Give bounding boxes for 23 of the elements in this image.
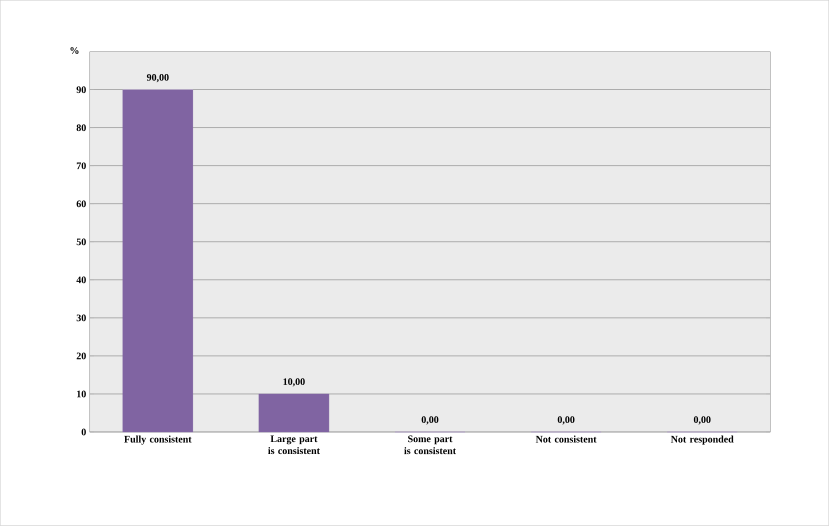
x-tick-label: Not consistent (536, 436, 597, 443)
bar (258, 394, 330, 432)
y-tick-label: 90 (76, 86, 86, 94)
data-label: 10,00 (284, 378, 305, 387)
data-label: 0,00 (422, 416, 438, 425)
y-tick-label: 60 (76, 200, 86, 208)
bar (122, 90, 194, 432)
y-tick-label: 0 (82, 428, 86, 436)
y-tick-label: 20 (76, 352, 86, 360)
x-tick-label: Large part is consistent (268, 436, 320, 454)
x-tick-label: Fully consistent (124, 436, 192, 445)
y-axis-title: % (70, 47, 79, 54)
data-label: 0,00 (558, 416, 574, 425)
y-tick-label: 40 (76, 276, 86, 284)
y-tick-label: 10 (77, 390, 86, 398)
y-tick-label: 80 (76, 124, 86, 132)
y-tick-label: 50 (76, 238, 86, 246)
data-label: 0,00 (694, 416, 711, 425)
x-tick-label: Not responded (670, 436, 734, 445)
x-tick-label: Some part is consistent (404, 436, 456, 454)
data-label: 90,00 (146, 74, 169, 82)
y-tick-label: 70 (76, 162, 86, 170)
y-tick-label: 30 (76, 314, 86, 322)
